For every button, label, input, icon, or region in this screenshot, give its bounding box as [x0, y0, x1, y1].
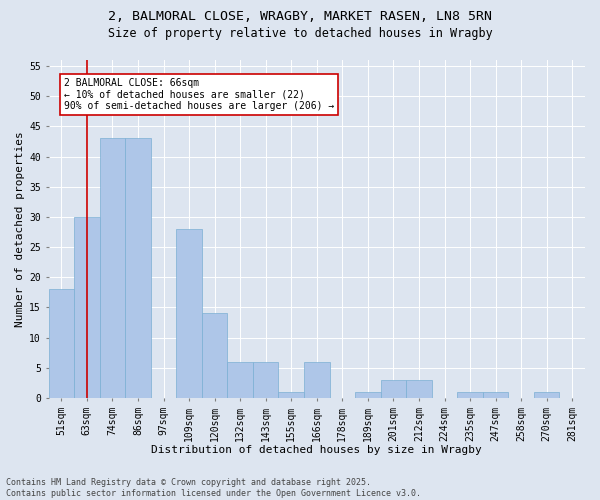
Bar — [49, 290, 74, 398]
Bar — [278, 392, 304, 398]
Bar — [483, 392, 508, 398]
Y-axis label: Number of detached properties: Number of detached properties — [15, 131, 25, 327]
Bar — [406, 380, 432, 398]
Bar — [74, 217, 100, 398]
Bar — [304, 362, 329, 398]
Bar — [100, 138, 125, 398]
X-axis label: Distribution of detached houses by size in Wragby: Distribution of detached houses by size … — [151, 445, 482, 455]
Bar — [202, 314, 227, 398]
Bar — [355, 392, 380, 398]
Text: 2, BALMORAL CLOSE, WRAGBY, MARKET RASEN, LN8 5RN: 2, BALMORAL CLOSE, WRAGBY, MARKET RASEN,… — [108, 10, 492, 23]
Text: 2 BALMORAL CLOSE: 66sqm
← 10% of detached houses are smaller (22)
90% of semi-de: 2 BALMORAL CLOSE: 66sqm ← 10% of detache… — [64, 78, 334, 112]
Bar — [457, 392, 483, 398]
Bar — [176, 229, 202, 398]
Text: Size of property relative to detached houses in Wragby: Size of property relative to detached ho… — [107, 28, 493, 40]
Bar — [253, 362, 278, 398]
Bar — [380, 380, 406, 398]
Bar — [227, 362, 253, 398]
Text: Contains HM Land Registry data © Crown copyright and database right 2025.
Contai: Contains HM Land Registry data © Crown c… — [6, 478, 421, 498]
Bar — [534, 392, 559, 398]
Bar — [125, 138, 151, 398]
